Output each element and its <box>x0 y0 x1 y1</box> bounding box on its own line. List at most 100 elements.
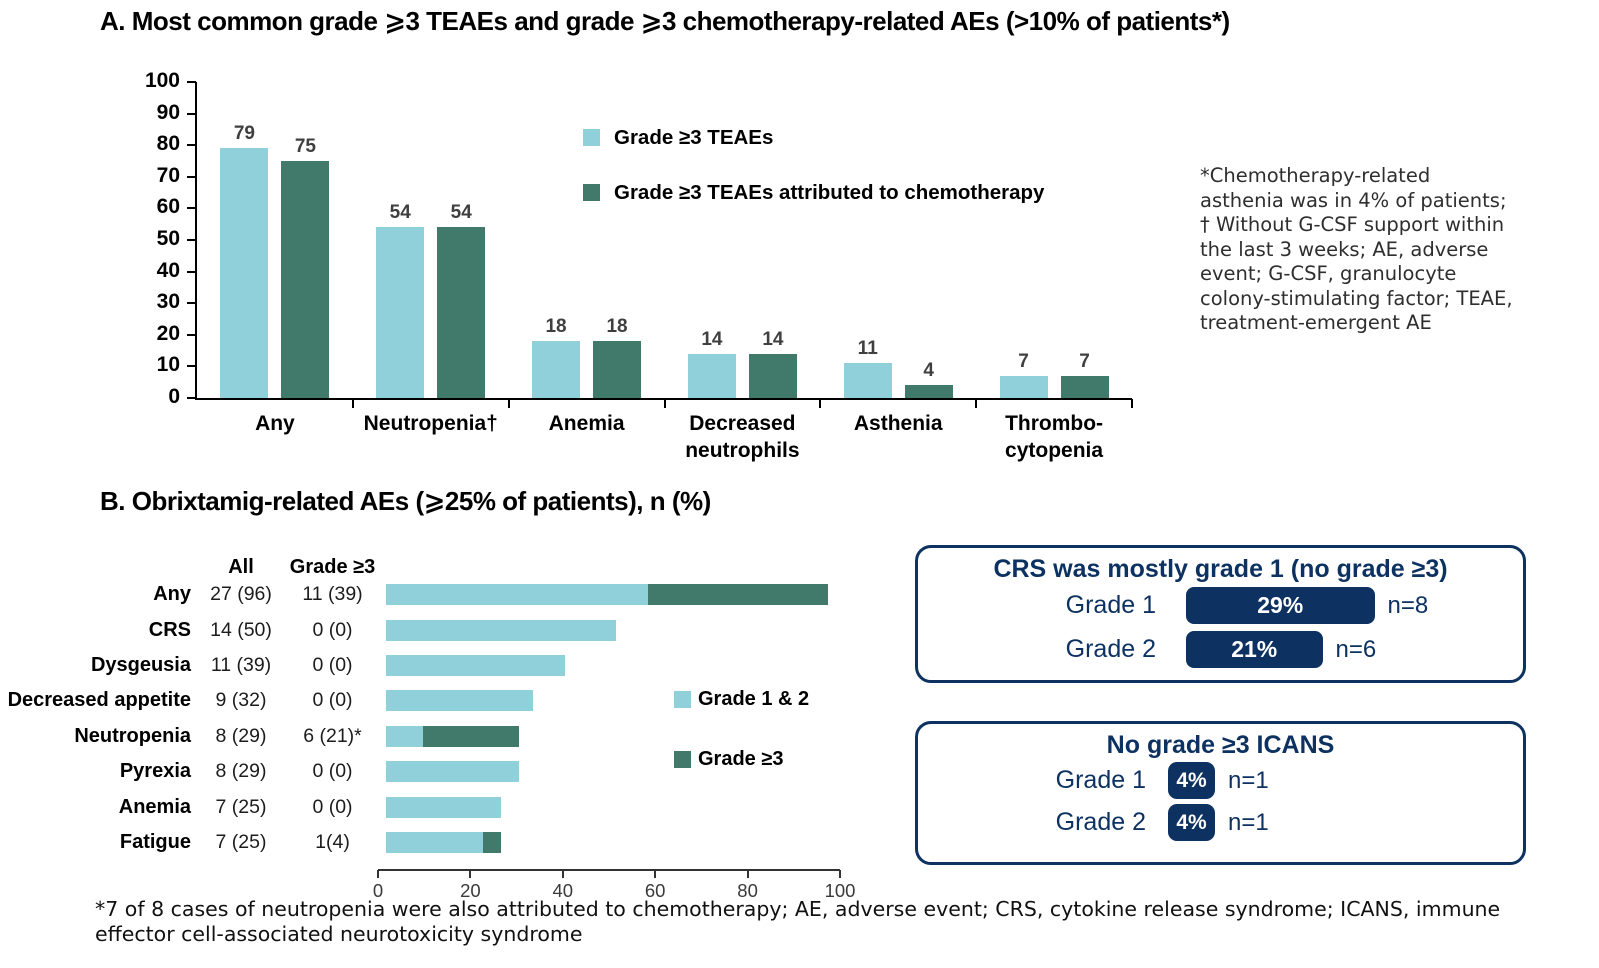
grade-label: Grade 1 <box>1065 591 1156 619</box>
x-axis-tick <box>377 870 379 879</box>
y-axis-tick-label: 30 <box>156 290 180 314</box>
panel-a-footnote: *Chemotherapy-related asthenia was in 4%… <box>1200 164 1513 335</box>
bar-group: 54 54 Neutropenia† <box>353 82 509 435</box>
bar-value-label: 54 <box>450 202 472 224</box>
segment-grade-1-2 <box>386 690 534 712</box>
crs-box-title: CRS was mostly grade 1 (no grade ≥3) <box>993 555 1448 583</box>
panel-a-bar-groups: 79 75 Any 54 54 Neutropenia† 18 18 Anemia 14 14 Dec… <box>197 82 1132 462</box>
legend-label: Grade ≥3 TEAEs <box>614 126 774 149</box>
x-category-label: Anemia <box>548 412 625 435</box>
table-row: Dysgeusia 11 (39) 0 (0) <box>0 648 850 683</box>
bar-grade3-chemo: 54 <box>437 82 486 398</box>
segment-grade-1-2 <box>386 619 616 641</box>
y-axis-tick <box>187 397 196 399</box>
stacked-bar <box>386 761 840 783</box>
bar <box>220 148 269 398</box>
stacked-bar <box>386 831 840 853</box>
x-axis-tick <box>663 399 666 408</box>
column-header-grade3: Grade ≥3 <box>289 556 376 578</box>
x-category-label: Decreased neutrophils <box>685 412 800 463</box>
stacked-bar <box>386 725 840 747</box>
table-row: Neutropenia 8 (29) 6 (21)* <box>0 719 850 754</box>
segment-grade-1-2 <box>386 725 423 747</box>
x-axis-tick-label: 20 <box>460 880 481 902</box>
bar-area <box>378 584 840 606</box>
value-all: 11 (39) <box>210 653 272 676</box>
x-category-label: Asthenia <box>853 412 943 435</box>
figure-footnote: *7 of 8 cases of neutropenia were also a… <box>95 897 1501 947</box>
grade-pct-chip: 4% <box>1168 762 1215 799</box>
legend-item: Grade ≥3 TEAEs attributed to chemotherap… <box>583 180 1045 205</box>
segment-grade-3 <box>482 831 501 853</box>
table-row: Anemia 7 (25) 0 (0) <box>0 789 850 824</box>
row-label: Decreased appetite <box>7 689 191 712</box>
legend-swatch <box>583 183 600 201</box>
bar-area <box>378 654 840 676</box>
y-axis-tick <box>187 207 196 210</box>
bar-grade3-teae: 7 <box>999 82 1048 398</box>
segment-grade-1-2 <box>386 654 566 676</box>
bar-grade3-teae: 54 <box>376 82 425 398</box>
panel-a-legend: Grade ≥3 TEAEs Grade ≥3 TEAEs attributed … <box>583 126 1045 236</box>
grade-label: Grade 1 <box>1055 766 1146 794</box>
segment-grade-3 <box>648 584 828 606</box>
bar-value-label: 11 <box>857 338 878 360</box>
row-label: Fatigue <box>119 830 191 853</box>
bar <box>748 353 797 398</box>
crs-info-box: CRS was mostly grade 1 (no grade ≥3) Gra… <box>915 545 1526 683</box>
y-axis-tick-label: 40 <box>156 258 180 282</box>
table-row: Fatigue 7 (25) 1(4) <box>0 825 850 860</box>
legend-label: Grade ≥3 TEAEs attributed to chemotherap… <box>614 180 1045 204</box>
bar-area <box>378 831 840 853</box>
bar <box>1060 375 1109 398</box>
stacked-bar <box>386 654 840 676</box>
value-all: 7 (25) <box>215 795 267 818</box>
legend-swatch <box>583 129 600 146</box>
table-row: Any 27 (96) 11 (39) <box>0 577 850 612</box>
table-row: Pyrexia 8 (29) 0 (0) <box>0 754 850 789</box>
y-axis-tick <box>187 365 196 368</box>
y-axis-tick <box>187 302 196 305</box>
table-row: CRS 14 (50) 0 (0) <box>0 612 850 647</box>
bar-group: 11 4 Asthenia <box>820 82 976 435</box>
x-axis-tick-label: 60 <box>644 880 666 902</box>
crs-grade-row: Grade 1 29% n=8 <box>918 584 1523 628</box>
value-all: 14 (50) <box>210 618 272 641</box>
segment-grade-1-2 <box>386 761 520 783</box>
panel-b-title: B. Obrixtamig-related AEs (⩾25% of patie… <box>100 486 711 516</box>
bar-area <box>378 619 840 641</box>
y-axis-tick <box>187 175 196 178</box>
value-all: 7 (25) <box>215 830 267 853</box>
x-category-label: Any <box>255 412 295 435</box>
bar-grade3-teae: 11 <box>843 82 892 398</box>
x-axis-tick <box>561 870 564 879</box>
row-label: Dysgeusia <box>90 653 191 676</box>
panel-b-stacked-bar-chart: All Grade ≥3 Any 27 (96) 11 (39) CRS 14 (50) 0 … <box>0 551 856 901</box>
panel-a-bar-chart: 79 75 Any 54 54 Neutropenia† 18 18 Anemia 14 14 Dec… <box>145 70 1133 462</box>
axis-cell: 0 20 40 60 80 100 <box>373 860 855 901</box>
bar-group: 79 75 Any <box>197 82 353 435</box>
x-axis-tick-label: 100 <box>824 880 856 902</box>
bar-value-label: 14 <box>762 328 784 350</box>
y-axis-tick-label: 10 <box>156 353 180 377</box>
value-grade3: 0 (0) <box>312 760 353 783</box>
bar-value-label: 14 <box>701 328 723 350</box>
bar-area <box>378 725 840 747</box>
value-grade3: 0 (0) <box>312 653 353 676</box>
x-axis-tick <box>469 870 472 879</box>
column-header-all: All <box>228 556 254 578</box>
bar-value-label: 18 <box>545 316 567 338</box>
row-label: Neutropenia <box>74 724 191 747</box>
icans-grade-row: Grade 1 4% n=1 <box>918 760 1523 802</box>
crs-box-rows: Grade 1 29% n=8 Grade 2 21% n=6 <box>918 584 1523 672</box>
bar <box>532 341 581 398</box>
panel-a-title: A. Most common grade ⩾3 TEAEs and grade … <box>100 6 1230 36</box>
y-axis-tick-label: 80 <box>156 132 180 156</box>
bar-area <box>378 796 840 818</box>
y-axis-tick-label: 70 <box>156 163 180 187</box>
x-axis-tick <box>746 870 749 879</box>
n-count-label: n=8 <box>1387 591 1429 619</box>
crs-grade-row: Grade 2 21% n=6 <box>918 628 1523 672</box>
y-axis-tick-label: 0 <box>168 385 180 408</box>
